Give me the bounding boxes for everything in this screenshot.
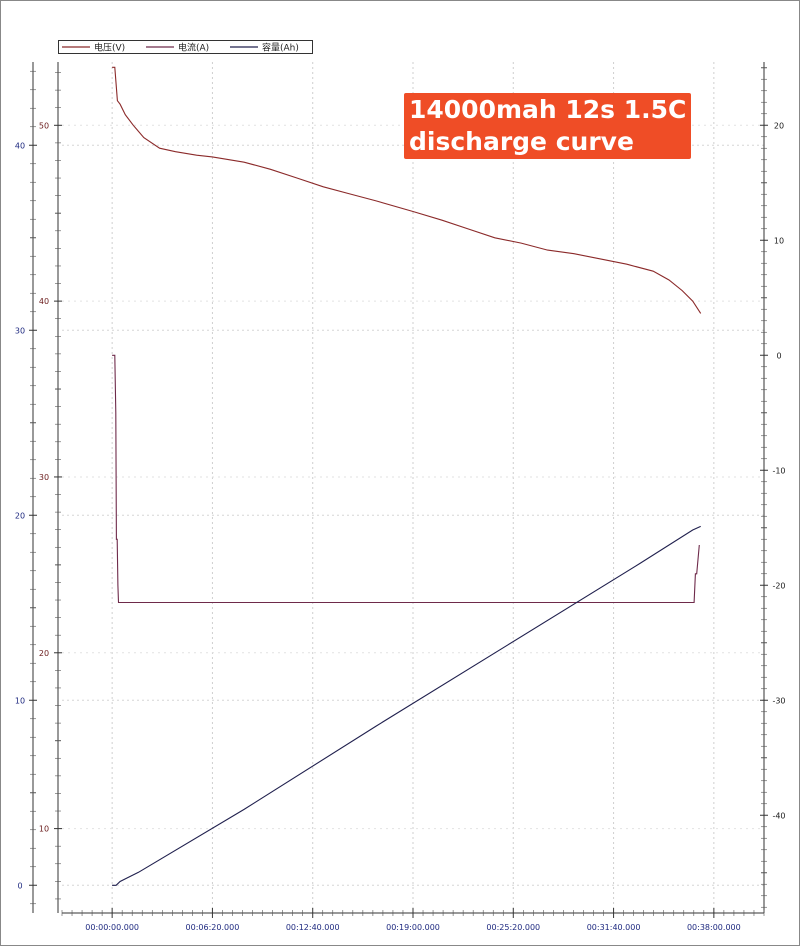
x-tick-label: 00:12:40.000 bbox=[286, 923, 340, 932]
annotation-box: 14000mah 12s 1.5C discharge curve bbox=[404, 93, 692, 159]
legend-label: 容量(Ah) bbox=[262, 42, 299, 54]
legend: 电压(V) 电流(A) 容量(Ah) bbox=[58, 40, 313, 54]
current-tick-label: -30 bbox=[772, 696, 785, 705]
current-tick-label: -40 bbox=[772, 811, 785, 820]
series-line-voltage bbox=[112, 66, 702, 314]
x-tick-label: 00:19:00.000 bbox=[386, 923, 440, 932]
legend-box bbox=[58, 40, 313, 54]
legend-label: 电流(A) bbox=[178, 42, 209, 54]
legend-label: 电压(V) bbox=[94, 42, 125, 54]
current-tick-label: 20 bbox=[774, 121, 784, 130]
voltage-tick-label: 20 bbox=[39, 649, 49, 658]
series-line-capacity bbox=[112, 525, 701, 886]
current-tick-label: 0 bbox=[776, 351, 781, 360]
x-tick-label: 00:31:40.000 bbox=[587, 923, 641, 932]
capacity-tick-label: 30 bbox=[15, 326, 25, 335]
voltage-tick-label: 10 bbox=[39, 825, 49, 834]
voltage-tick-label: 40 bbox=[39, 297, 49, 306]
current-tick-label: -20 bbox=[772, 581, 785, 590]
annotation-line-1: 14000mah 12s 1.5C bbox=[409, 95, 687, 124]
x-tick-label: 00:00:00.000 bbox=[85, 923, 139, 932]
capacity-tick-label: 20 bbox=[15, 511, 25, 520]
current-tick-label: 10 bbox=[774, 236, 784, 245]
voltage-tick-label: 30 bbox=[39, 473, 49, 482]
x-tick-label: 00:06:20.000 bbox=[186, 923, 240, 932]
axes: 0 10 20 30 40 10 20 30 40 50 -40 -30 -20 -10 0 10 20 00:0… bbox=[15, 62, 786, 932]
capacity-tick-label: 40 bbox=[15, 141, 25, 150]
current-tick-label: -10 bbox=[772, 466, 785, 475]
series-line-current bbox=[112, 354, 700, 604]
capacity-tick-label: 10 bbox=[15, 696, 25, 705]
x-tick-label: 00:38:00.000 bbox=[687, 923, 741, 932]
annotation-line-2: discharge curve bbox=[409, 127, 634, 156]
x-tick-label: 00:25:20.000 bbox=[486, 923, 540, 932]
capacity-tick-label: 0 bbox=[17, 881, 22, 890]
series-lines bbox=[112, 66, 702, 886]
voltage-tick-label: 50 bbox=[39, 121, 49, 130]
